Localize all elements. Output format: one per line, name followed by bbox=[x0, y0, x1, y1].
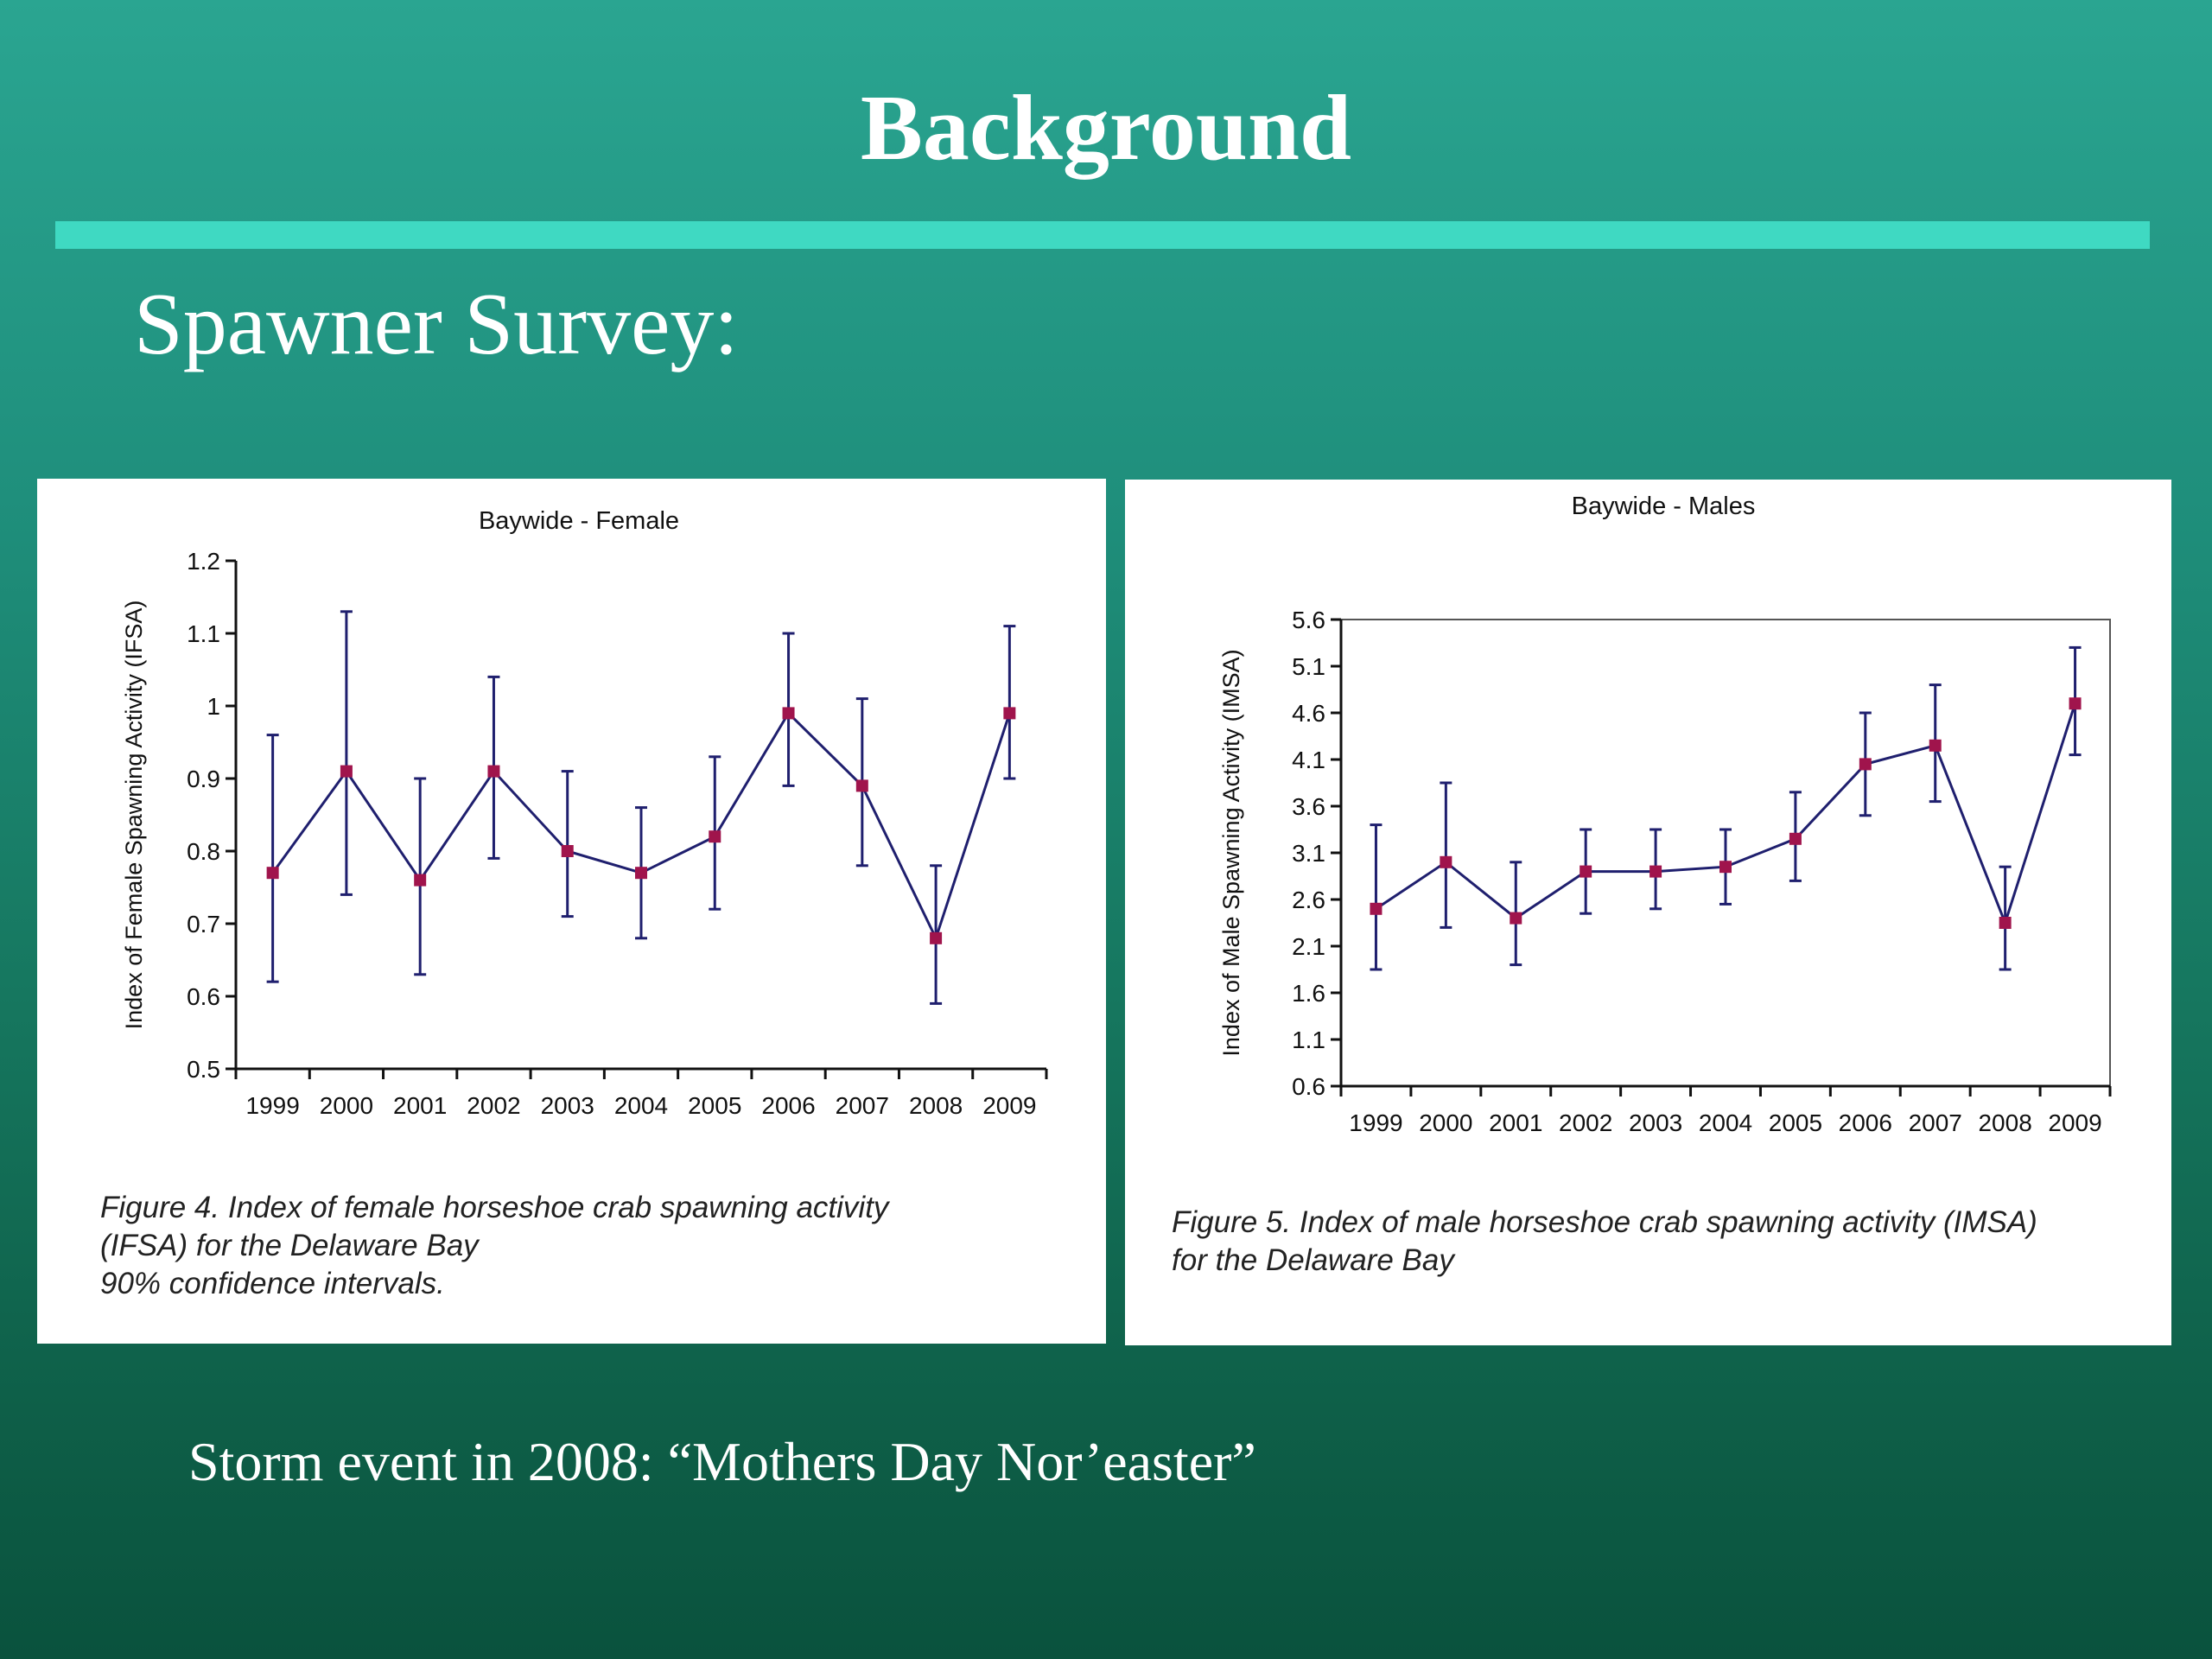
male-x-tick-label: 2008 bbox=[1978, 1109, 2031, 1136]
male-y-tick-label: 3.6 bbox=[1292, 793, 1325, 820]
female-x-tick-label: 2000 bbox=[320, 1092, 373, 1119]
male-x-tick-label: 2003 bbox=[1629, 1109, 1682, 1136]
male-y-tick-label: 4.6 bbox=[1292, 700, 1325, 727]
female-data-point bbox=[930, 931, 943, 944]
female-x-tick-label: 2006 bbox=[761, 1092, 815, 1119]
female-data-point bbox=[855, 779, 868, 792]
female-y-tick-label: 0.6 bbox=[187, 983, 220, 1010]
male-y-tick-label: 4.1 bbox=[1292, 747, 1325, 773]
male-x-tick-label: 2009 bbox=[2048, 1109, 2101, 1136]
male-data-point bbox=[1719, 861, 1732, 874]
male-y-tick-label: 1.6 bbox=[1292, 980, 1325, 1007]
male-data-point bbox=[1649, 865, 1662, 878]
female-data-point bbox=[266, 867, 279, 880]
male-chart-panel: Baywide - Males Index of Male Spawning Ac… bbox=[1125, 480, 2171, 1345]
female-x-tick-label: 2005 bbox=[688, 1092, 741, 1119]
female-chart-caption: Figure 4. Index of female horseshoe crab… bbox=[100, 1191, 889, 1300]
male-data-point bbox=[1440, 855, 1452, 868]
male-y-tick-label: 0.6 bbox=[1292, 1073, 1325, 1100]
male-y-tick-label: 2.1 bbox=[1292, 933, 1325, 960]
female-x-tick-label: 2001 bbox=[393, 1092, 447, 1119]
male-data-point bbox=[1510, 912, 1522, 925]
male-data-point bbox=[1929, 739, 1942, 752]
male-x-tick-label: 2006 bbox=[1839, 1109, 1892, 1136]
male-x-tick-label: 2002 bbox=[1559, 1109, 1612, 1136]
female-x-tick-label: 2008 bbox=[909, 1092, 963, 1119]
female-x-tick-label: 2003 bbox=[541, 1092, 594, 1119]
male-x-tick-label: 2000 bbox=[1419, 1109, 1472, 1136]
female-x-tick-label: 2004 bbox=[614, 1092, 668, 1119]
slide-subtitle: Spawner Survey: bbox=[134, 276, 739, 373]
male-y-tick-label: 3.1 bbox=[1292, 840, 1325, 867]
female-x-tick-label: 2002 bbox=[467, 1092, 520, 1119]
male-x-tick-label: 2004 bbox=[1699, 1109, 1752, 1136]
male-y-axis-label: Index of Male Spawning Activity (IMSA) bbox=[1218, 649, 1244, 1056]
female-data-point bbox=[414, 874, 427, 887]
male-data-point bbox=[1789, 832, 1802, 845]
female-data-point bbox=[782, 707, 795, 720]
female-data-point bbox=[709, 830, 721, 843]
female-y-tick-label: 1.2 bbox=[187, 548, 220, 575]
female-y-axis-label: Index of Female Spawning Activity (IFSA) bbox=[121, 601, 147, 1030]
female-y-tick-label: 0.7 bbox=[187, 911, 220, 938]
female-y-tick-label: 1.1 bbox=[187, 620, 220, 647]
male-x-tick-label: 1999 bbox=[1349, 1109, 1402, 1136]
male-data-point bbox=[1859, 758, 1872, 771]
male-chart: Baywide - Males Index of Male Spawning Ac… bbox=[1218, 493, 2112, 1136]
female-chart-title: Baywide - Female bbox=[479, 507, 679, 535]
title-divider bbox=[55, 221, 2150, 249]
female-data-point bbox=[340, 765, 353, 778]
male-y-tick-label: 5.1 bbox=[1292, 653, 1325, 680]
female-x-tick-label: 2007 bbox=[836, 1092, 889, 1119]
male-y-tick-label: 5.6 bbox=[1292, 607, 1325, 633]
male-x-tick-label: 2005 bbox=[1769, 1109, 1822, 1136]
female-data-point bbox=[635, 867, 647, 880]
male-y-tick-label: 1.1 bbox=[1292, 1027, 1325, 1053]
male-data-point bbox=[2069, 697, 2082, 710]
female-data-point bbox=[1003, 707, 1016, 720]
female-chart: Baywide - Female Index of Female Spawning… bbox=[121, 507, 1048, 1119]
female-y-tick-label: 0.9 bbox=[187, 766, 220, 792]
male-y-tick-label: 2.6 bbox=[1292, 887, 1325, 913]
slide-title: Background bbox=[860, 77, 1352, 180]
storm-event-note: Storm event in 2008: “Mothers Day Nor’ea… bbox=[188, 1431, 1256, 1492]
male-data-point bbox=[1370, 902, 1382, 915]
female-x-tick-label: 2009 bbox=[982, 1092, 1036, 1119]
female-chart-panel: Baywide - Female Index of Female Spawning… bbox=[37, 479, 1106, 1344]
male-chart-title: Baywide - Males bbox=[1572, 493, 1756, 520]
female-y-tick-label: 0.8 bbox=[187, 838, 220, 865]
female-data-point bbox=[487, 765, 500, 778]
male-x-tick-label: 2007 bbox=[1909, 1109, 1962, 1136]
female-data-point bbox=[561, 845, 574, 857]
female-y-tick-label: 0.5 bbox=[187, 1056, 220, 1083]
female-x-tick-label: 1999 bbox=[245, 1092, 299, 1119]
male-data-point bbox=[1580, 865, 1592, 878]
male-data-point bbox=[1999, 917, 2012, 929]
female-y-tick-label: 1 bbox=[207, 693, 220, 720]
male-chart-caption: Figure 5. Index of male horseshoe crab s… bbox=[1172, 1205, 2037, 1277]
male-x-tick-label: 2001 bbox=[1489, 1109, 1542, 1136]
